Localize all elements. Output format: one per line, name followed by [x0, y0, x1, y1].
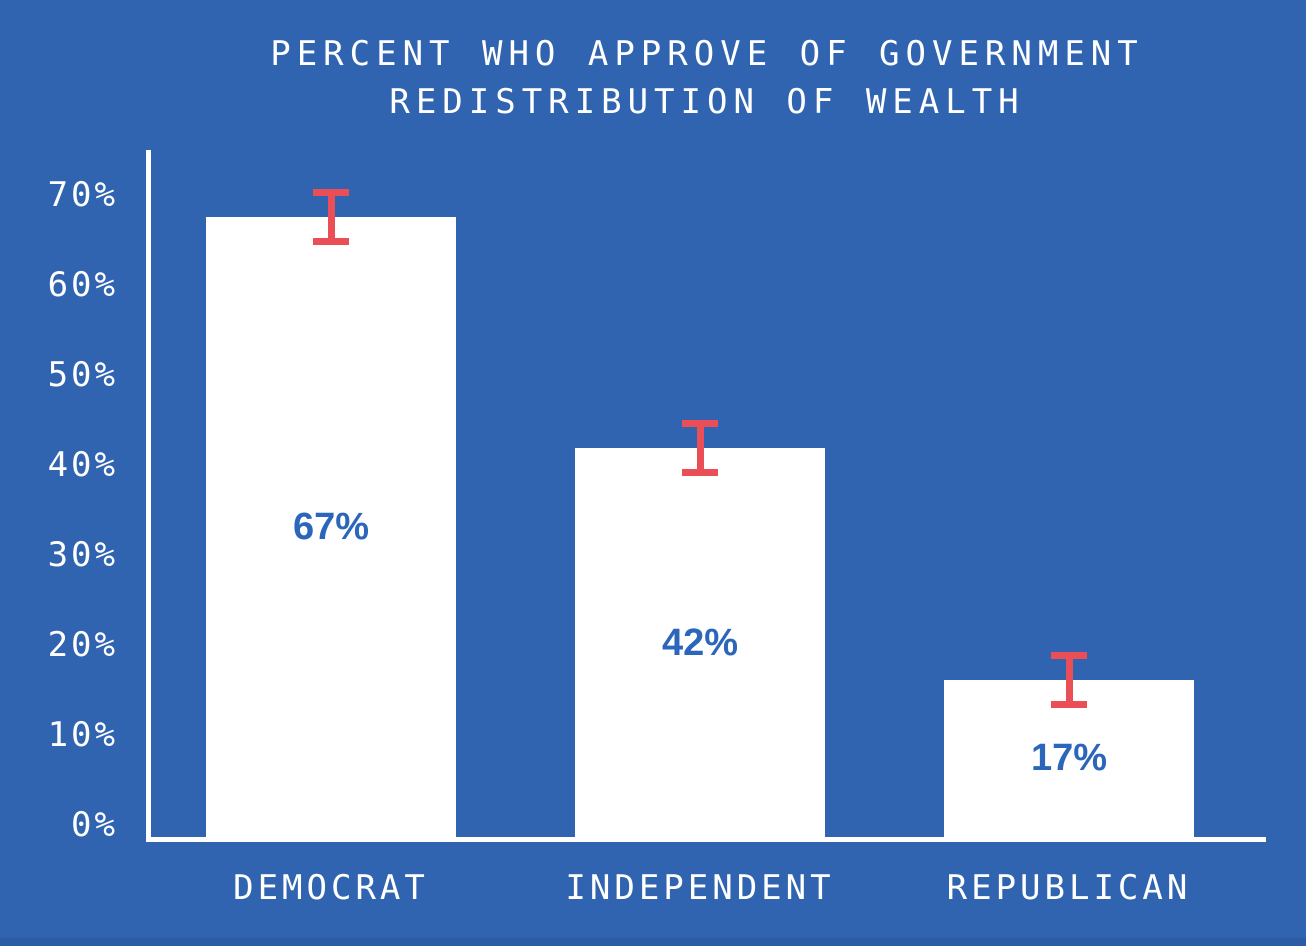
error-bar-republican — [1051, 651, 1087, 708]
error-bar-part — [1051, 700, 1087, 708]
y-axis-tick-label: 60% — [47, 265, 118, 305]
error-bar-independent — [682, 420, 718, 477]
chart-title-text: PERCENT WHO APPROVE OF GOVERNMENT REDIST… — [270, 34, 1144, 122]
y-axis-tick-label: 70% — [47, 175, 118, 215]
bar-value-label-republican: 17% — [1030, 737, 1108, 780]
error-bar-part — [313, 188, 349, 196]
bar-independent — [575, 448, 825, 842]
y-axis-tick-label: 20% — [47, 625, 118, 665]
error-bar-part — [327, 188, 335, 245]
footer-stripe — [0, 938, 1306, 946]
bar-democrat — [206, 216, 456, 842]
error-bar-part — [682, 420, 718, 428]
x-axis-label-republican: REPUBLICAN — [946, 868, 1192, 908]
y-axis-line — [146, 150, 151, 842]
x-axis-label-independent: INDEPENDENT — [565, 868, 835, 908]
error-bar-part — [696, 420, 704, 477]
bar-value-label-independent: 42% — [661, 621, 739, 664]
y-axis-tick-label: 10% — [47, 715, 118, 755]
y-axis-tick-label: 50% — [47, 355, 118, 395]
error-bar-part — [1051, 651, 1087, 659]
bar-value-label-democrat: 67% — [292, 505, 370, 548]
y-axis-tick-label: 0% — [71, 805, 118, 845]
error-bar-part — [682, 469, 718, 477]
error-bar-democrat — [313, 188, 349, 245]
y-axis-tick-label: 40% — [47, 445, 118, 485]
y-axis-tick-label: 30% — [47, 535, 118, 575]
error-bar-part — [313, 237, 349, 245]
chart-title: PERCENT WHO APPROVE OF GOVERNMENT REDIST… — [148, 30, 1266, 126]
error-bar-part — [1065, 651, 1073, 708]
x-axis-label-democrat: DEMOCRAT — [233, 868, 429, 908]
